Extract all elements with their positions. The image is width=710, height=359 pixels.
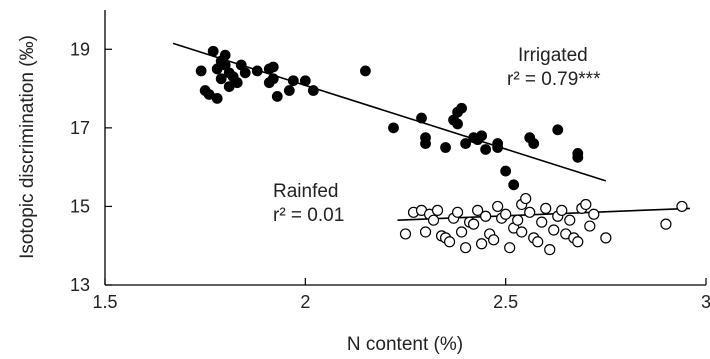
rainfed-point: [512, 214, 524, 226]
irrigated-point: [239, 67, 251, 79]
x-tick-label: 3: [701, 292, 710, 312]
irrigated-point: [287, 75, 299, 87]
irrigated-point: [251, 65, 263, 77]
rainfed-point: [532, 236, 544, 248]
irrigated-point: [552, 124, 564, 136]
rainfed-r2: r² = 0.01: [273, 205, 344, 226]
y-tick-label: 17: [70, 118, 90, 138]
irrigated-point: [267, 61, 279, 73]
irrigated-point: [528, 138, 540, 149]
rainfed-point: [520, 192, 532, 205]
irrigated-point: [299, 75, 311, 87]
rainfed-point: [572, 236, 584, 248]
irrigated-point: [492, 142, 504, 153]
irrigated-point: [452, 118, 463, 130]
rainfed-point: [556, 204, 568, 216]
rainfed-point: [584, 220, 596, 232]
irrigated-point: [271, 91, 283, 102]
irrigated-point: [480, 144, 492, 155]
rainfed-fit-line: [397, 207, 691, 221]
rainfed-point: [480, 210, 492, 222]
irrigated-point: [572, 151, 584, 163]
rainfed-point: [580, 198, 592, 211]
irrigated-point: [476, 130, 488, 142]
rainfed-point: [419, 226, 432, 238]
irrigated-point: [440, 142, 451, 153]
rainfed-point: [564, 214, 576, 226]
rainfed-point: [476, 238, 488, 250]
rainfed-point: [488, 234, 500, 246]
rainfed-point: [516, 226, 528, 238]
irrigated-point: [207, 45, 219, 57]
y-axis-title: Isotopic discrimination (‰): [17, 35, 38, 259]
tick-labels: 1.5 2 2.5 3 13 15 17 19: [70, 39, 710, 312]
rainfed-point: [431, 204, 444, 216]
irrigated-point: [360, 65, 371, 77]
rainfed-point: [451, 206, 464, 218]
irrigated-point: [420, 132, 431, 144]
x-axis-title: N content (%): [347, 334, 463, 355]
x-tick-label: 2: [300, 292, 310, 312]
irrigated-point: [388, 122, 399, 134]
rainfed-point: [536, 216, 548, 228]
irrigated-point: [195, 65, 207, 77]
rainfed-point: [427, 214, 440, 226]
rainfed-point: [600, 232, 612, 244]
rainfed-point: [548, 224, 560, 236]
irrigated-point: [416, 112, 427, 124]
ticks: [104, 48, 707, 286]
irrigated-point: [215, 73, 227, 85]
irrigated-point: [460, 138, 472, 149]
irrigated-point: [508, 179, 520, 191]
y-tick-label: 13: [70, 275, 90, 295]
irrigated-point: [307, 85, 319, 96]
rainfed-point: [660, 218, 672, 230]
x-tick-label: 2.5: [493, 292, 518, 312]
rainfed-point: [460, 242, 472, 254]
rainfed-point: [500, 208, 512, 220]
y-tick-label: 19: [70, 39, 90, 59]
rainfed-label: Rainfed: [273, 181, 339, 202]
fit-lines: [172, 42, 691, 221]
rainfed-point: [492, 200, 504, 213]
irrigated-label: Irrigated: [518, 45, 588, 66]
irrigated-point: [267, 73, 279, 85]
irrigated-point: [231, 77, 243, 89]
data-points: [195, 45, 688, 256]
rainfed-point: [544, 244, 556, 256]
rainfed-point: [455, 226, 468, 238]
irrigated-point: [456, 102, 467, 114]
rainfed-point: [504, 242, 516, 254]
rainfed-point: [676, 200, 688, 213]
x-tick-label: 1.5: [92, 292, 117, 312]
irrigated-point: [219, 49, 231, 61]
y-tick-label: 15: [70, 196, 90, 216]
rainfed-point: [524, 206, 536, 218]
irrigated-r2: r² = 0.79***: [507, 69, 601, 90]
rainfed-point: [588, 208, 600, 220]
irrigated-point: [283, 85, 295, 96]
rainfed-point: [399, 228, 412, 240]
rainfed-point: [540, 202, 552, 214]
rainfed-point: [468, 218, 480, 230]
axes: [104, 10, 706, 286]
rainfed-point: [472, 204, 484, 216]
irrigated-point: [500, 165, 512, 177]
irrigated-point: [211, 92, 223, 104]
rainfed-point: [443, 236, 456, 248]
